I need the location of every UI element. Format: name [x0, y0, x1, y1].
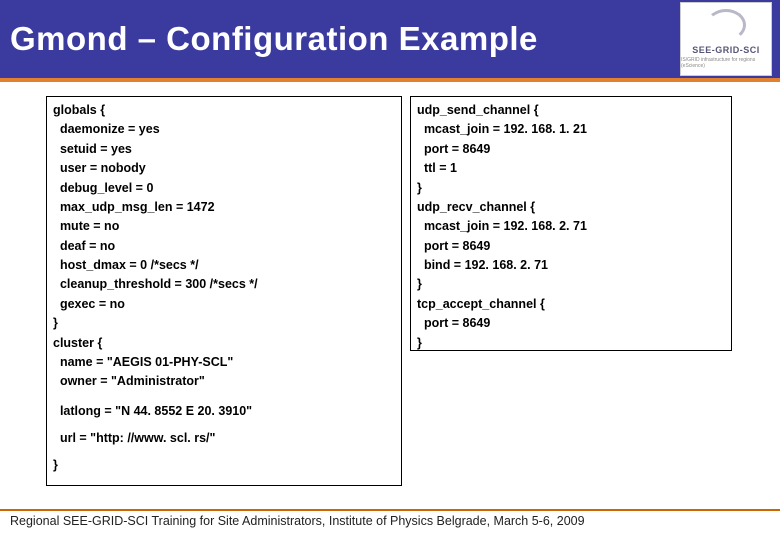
config-line: url = "http: //www. scl. rs/"	[53, 429, 395, 448]
config-line: }	[417, 275, 725, 294]
logo-sublabel: IS/GRID infrastructure for regions (eSci…	[681, 57, 771, 69]
config-line: cleanup_threshold = 300 /*secs */	[53, 275, 395, 294]
config-line: setuid = yes	[53, 140, 395, 159]
config-line: udp_recv_channel {	[417, 198, 725, 217]
config-line: globals {	[53, 101, 395, 120]
config-line: port = 8649	[417, 314, 725, 333]
config-line: port = 8649	[417, 237, 725, 256]
logo-box: SEE-GRID-SCI IS/GRID infrastructure for …	[680, 2, 772, 76]
config-line: host_dmax = 0 /*secs */	[53, 256, 395, 275]
config-line: name = "AEGIS 01-PHY-SCL"	[53, 353, 395, 372]
config-line: mute = no	[53, 217, 395, 236]
config-line: ttl = 1	[417, 159, 725, 178]
header-bar: Gmond – Configuration Example SEE-GRID-S…	[0, 0, 780, 82]
slide-title: Gmond – Configuration Example	[0, 0, 780, 58]
config-line: port = 8649	[417, 140, 725, 159]
config-line: gexec = no	[53, 295, 395, 314]
config-line: daemonize = yes	[53, 120, 395, 139]
config-line: latlong = "N 44. 8552 E 20. 3910"	[53, 402, 395, 421]
content-area: globals { daemonize = yes setuid = yes u…	[0, 82, 780, 486]
config-line: mcast_join = 192. 168. 1. 21	[417, 120, 725, 139]
config-line: mcast_join = 192. 168. 2. 71	[417, 217, 725, 236]
config-line: }	[417, 334, 725, 353]
config-line: deaf = no	[53, 237, 395, 256]
config-line: owner = "Administrator"	[53, 372, 395, 391]
footer-bar: Regional SEE-GRID-SCI Training for Site …	[0, 509, 780, 528]
config-left-column: globals { daemonize = yes setuid = yes u…	[46, 96, 402, 486]
config-line: cluster {	[53, 334, 395, 353]
config-right-column: udp_send_channel { mcast_join = 192. 168…	[410, 96, 732, 351]
config-line: }	[53, 456, 395, 475]
config-line: tcp_accept_channel {	[417, 295, 725, 314]
footer-text: Regional SEE-GRID-SCI Training for Site …	[0, 514, 780, 528]
config-line: bind = 192. 168. 2. 71	[417, 256, 725, 275]
logo-label: SEE-GRID-SCI	[692, 45, 760, 55]
logo-swirl-icon	[706, 9, 746, 41]
config-line: udp_send_channel {	[417, 101, 725, 120]
config-line: }	[417, 179, 725, 198]
config-line: }	[53, 314, 395, 333]
config-line: debug_level = 0	[53, 179, 395, 198]
config-line: max_udp_msg_len = 1472	[53, 198, 395, 217]
config-line: user = nobody	[53, 159, 395, 178]
